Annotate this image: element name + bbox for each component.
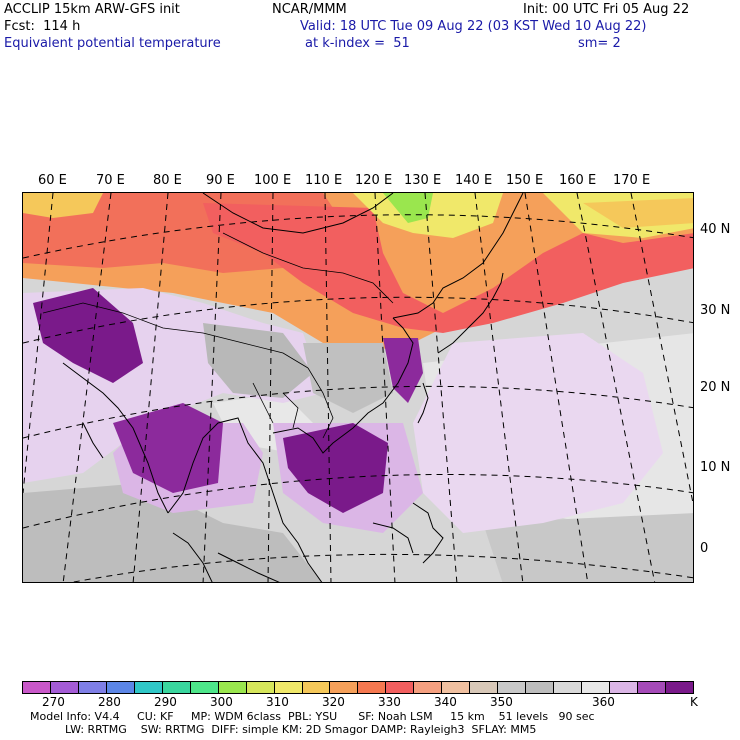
colorbar-swatch [526,682,555,693]
colorbar-label: 360 [592,695,615,709]
field-lavender-pacific [413,333,663,533]
colorbar-label: 350 [490,695,513,709]
lat-label: 10 N [700,460,731,475]
field-gray-se [483,513,693,582]
colorbar-swatch [610,682,638,693]
colorbar-swatch [665,682,693,693]
field-green-north [383,193,433,223]
colorbar-swatch [637,682,666,693]
lon-label: 140 E [455,173,493,188]
model-info-line1: Model Info: V4.4 CU: KF MP: WDM 6class P… [30,710,595,723]
colorbar-unit: K [690,695,698,709]
map-panel [22,192,694,583]
lat-label: 30 N [700,303,731,318]
field-purple-scs [283,423,388,513]
lon-label: 100 E [254,173,292,188]
valid-time: Valid: 18 UTC Tue 09 Aug 22 (03 KST Wed … [300,19,647,34]
colorbar-swatch [330,682,359,693]
field-orange-northeast [583,198,693,228]
smoothing-info: sm= 2 [578,36,621,51]
graticule-latitude [23,214,693,582]
model-info-line2: LW: RRTMG SW: RRTMG DIFF: simple KM: 2D … [30,723,537,736]
lon-label: 110 E [305,173,343,188]
field-purple-pakistan [33,288,143,383]
colorbar-label: 280 [98,695,121,709]
colorbar-swatch [582,682,611,693]
colorbar-swatch [470,682,499,693]
level-info: at k-index = 51 [305,36,410,51]
colorbar-label: 310 [266,695,289,709]
lon-label: 70 E [96,173,125,188]
colorbar-swatch [218,682,247,693]
field-gray-sw [23,483,322,582]
colorbar-label: 290 [154,695,177,709]
colorbar-label: 270 [42,695,65,709]
lon-label: 150 E [506,173,544,188]
colorbar [22,681,694,694]
lon-label: 80 E [153,173,182,188]
colorbar-swatch [274,682,303,693]
forecast-hour: Fcst: 114 h [4,19,81,34]
organization: NCAR/MMM [272,2,347,17]
colorbar-swatch [106,682,135,693]
country-borders [42,232,394,439]
field-purple-bay [113,403,223,493]
lat-label: 40 N [700,222,731,237]
colorbar-swatch [162,682,191,693]
colorbar-swatch [78,682,107,693]
graticule-longitude [23,193,693,582]
colorbar-swatch [442,682,471,693]
lon-label: 60 E [38,173,67,188]
colorbar-label: 320 [322,695,345,709]
colorbar-swatch [302,682,331,693]
colorbar-swatch [386,682,415,693]
title-model: ACCLIP 15km ARW-GFS init [4,2,180,17]
field-name: Equivalent potential temperature [4,36,221,51]
lon-label: 120 E [355,173,393,188]
lat-label: 20 N [700,380,731,395]
colorbar-label: 330 [378,695,401,709]
colorbar-swatch [190,682,219,693]
colorbar-swatch [498,682,527,693]
field-gray-china [303,343,393,413]
lon-label: 90 E [206,173,235,188]
colorbar-label: 300 [210,695,233,709]
colorbar-swatch [358,682,387,693]
field-yellow-northwest [23,193,103,218]
lat-label: 0 [700,541,709,556]
init-time: Init: 00 UTC Fri 05 Aug 22 [523,2,690,17]
field-gray-tibet [203,323,313,398]
lon-label: 160 E [559,173,597,188]
lon-label: 170 E [613,173,651,188]
colorbar-swatch [134,682,163,693]
equivalent-potential-temperature-map [23,193,693,582]
colorbar-swatch [246,682,275,693]
coastlines [62,193,524,582]
lon-label: 130 E [404,173,442,188]
colorbar-swatch [50,682,79,693]
field-red-band [203,203,693,333]
colorbar-label: 340 [434,695,457,709]
colorbar-swatch [414,682,443,693]
colorbar-swatch [554,682,583,693]
colorbar-swatch [23,682,51,693]
